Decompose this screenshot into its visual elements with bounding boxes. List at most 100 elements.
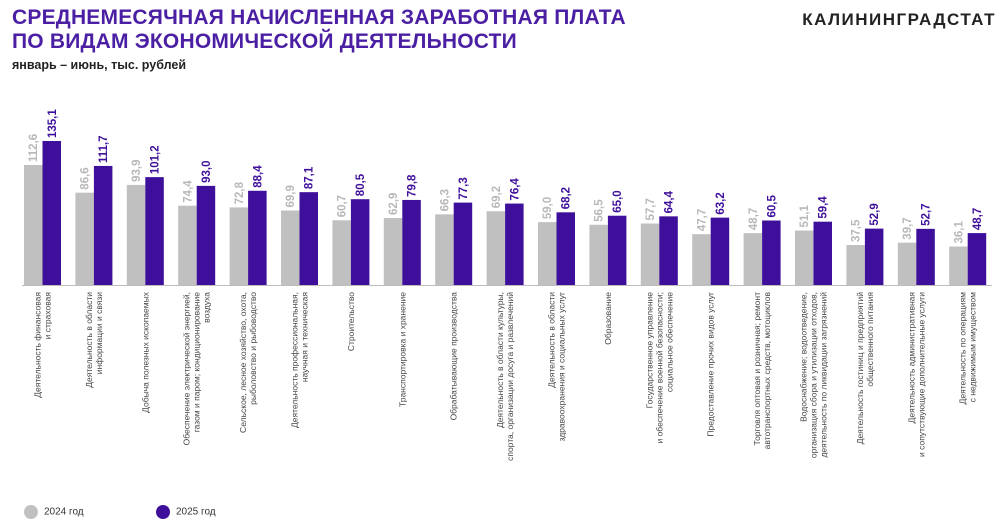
bar-2024: [949, 246, 968, 285]
data-label-2024: 72,8: [234, 181, 246, 204]
legend-label-2024: 2024 год: [44, 506, 84, 518]
data-label-2025: 64,4: [664, 190, 676, 213]
bar-2024: [75, 192, 94, 285]
category-label: Торговля оптовая и розничная; ремонт: [752, 292, 762, 446]
data-label-2024: 60,7: [337, 195, 349, 217]
category-label: автотранспортных средств, мотоциклов: [762, 292, 772, 450]
category-label: воздуха: [202, 292, 212, 323]
data-label-2025: 101,2: [150, 145, 162, 174]
category-label: газом и паром; кондиционирование: [192, 292, 202, 433]
data-label-2025: 111,7: [98, 135, 110, 163]
data-label-2025: 52,7: [921, 203, 933, 225]
category-label: рыболовство и рыбоводство: [248, 292, 258, 405]
data-label-2024: 69,9: [285, 185, 297, 207]
bar-2024: [229, 207, 249, 285]
data-label-2025: 80,5: [355, 173, 367, 196]
bar-2025: [607, 215, 627, 285]
data-label-2024: 66,3: [439, 189, 451, 211]
data-label-2025: 48,7: [972, 208, 984, 230]
category-label: и страховая: [43, 292, 53, 340]
data-label-2025: 93,0: [201, 160, 213, 182]
category-label: организация сбора и утилизации отходов,: [809, 292, 819, 458]
bar-2024: [178, 205, 197, 285]
category-label: социальное обеспечение: [664, 292, 674, 392]
data-label-2025: 79,8: [407, 174, 419, 197]
data-label-2025: 63,2: [715, 192, 727, 214]
bar-2025: [42, 141, 61, 285]
category-label: Деятельность профессиональная,: [290, 292, 300, 428]
category-label: Образование: [603, 292, 613, 345]
data-label-2024: 37,5: [851, 219, 863, 242]
bar-2024: [846, 245, 865, 285]
legend-swatch-2024: [24, 505, 38, 519]
category-label: информации и связи: [94, 292, 104, 374]
legend-item-2024: 2024 год: [24, 505, 84, 519]
data-label-2024: 93,9: [131, 160, 143, 182]
category-label: научная и техническая: [300, 292, 310, 383]
category-label: спорта, организации досуга и развлечений: [505, 292, 515, 461]
category-label: Деятельность по операциям: [958, 292, 968, 404]
category-label: Добыча полезных ископаемых: [140, 291, 150, 413]
bar-2025: [453, 202, 473, 285]
category-label: Обеспечение электрической энергией,: [182, 292, 192, 445]
legend-swatch-2025: [156, 505, 170, 519]
category-label: Деятельность в области: [547, 292, 557, 388]
bar-2025: [505, 203, 524, 285]
data-label-2025: 76,4: [509, 178, 521, 201]
bar-2025: [145, 177, 164, 285]
chart-subtitle: январь – июнь, тыс. рублей: [12, 58, 187, 72]
chart-title: СРЕДНЕМЕСЯЧНАЯ НАЧИСЛЕННАЯ ЗАРАБОТНАЯ ПЛ…: [12, 6, 752, 54]
category-label: Деятельность гостиниц и предприятий: [855, 292, 865, 445]
category-label: Транспортировка и хранение: [397, 292, 407, 407]
bar-2025: [967, 233, 987, 285]
bar-2025: [916, 228, 935, 285]
category-label: Строительство: [346, 292, 356, 351]
bar-2024: [692, 234, 711, 285]
category-label: и обеспечение военной безопасности;: [654, 292, 664, 444]
data-label-2025: 87,1: [304, 166, 316, 189]
bar-2025: [556, 212, 575, 285]
bar-2025: [762, 220, 781, 285]
bar-2025: [659, 216, 678, 285]
data-label-2024: 74,4: [182, 180, 194, 203]
bar-2025: [350, 199, 370, 285]
data-label-2024: 59,0: [542, 197, 554, 219]
bar-2025: [93, 165, 113, 285]
data-label-2025: 77,3: [458, 177, 470, 199]
bar-2025: [813, 221, 832, 285]
category-label: общественного питания: [865, 292, 875, 387]
bar-2024: [383, 217, 403, 285]
bar-2024: [281, 210, 300, 285]
bar-2025: [299, 192, 318, 285]
bar-2024: [795, 230, 814, 285]
category-label: и сопутствующие дополнительные услуги: [916, 292, 926, 457]
category-label: Сельское, лесное хозяйство, охота,: [238, 292, 248, 433]
legend-item-2025: 2025 год: [156, 505, 216, 519]
category-label: Государственное управление: [644, 292, 654, 409]
category-label: Деятельность административная: [906, 292, 916, 424]
bar-2025: [248, 190, 267, 285]
data-label-2024: 36,1: [953, 221, 965, 244]
category-label: деятельность по ликвидации загрязнений: [819, 292, 829, 458]
category-label: Деятельность финансовая: [33, 292, 43, 398]
brand-logo-text: КАЛИНИНГРАДСТАТ: [802, 10, 996, 29]
title-line-1: СРЕДНЕМЕСЯЧНАЯ НАЧИСЛЕННАЯ ЗАРАБОТНАЯ ПЛ…: [12, 6, 626, 29]
bar-2024: [589, 224, 608, 285]
data-label-2024: 86,6: [80, 167, 92, 189]
category-label: Деятельность в области культуры,: [495, 292, 505, 428]
data-label-2025: 65,0: [612, 190, 624, 212]
data-label-2024: 57,7: [645, 198, 657, 220]
bar-2024: [435, 214, 454, 285]
data-label-2024: 51,1: [799, 205, 811, 228]
bar-2024: [538, 222, 557, 285]
category-label: здравоохранения и социальных услуг: [557, 292, 567, 441]
data-label-2024: 47,7: [696, 209, 708, 231]
bar-2024: [126, 184, 146, 285]
data-label-2025: 59,4: [818, 196, 830, 219]
data-label-2024: 39,7: [902, 217, 914, 239]
data-label-2025: 60,5: [766, 195, 778, 218]
bar-2024: [24, 164, 43, 285]
data-label-2025: 52,9: [869, 203, 881, 225]
bar-2024: [332, 220, 351, 285]
